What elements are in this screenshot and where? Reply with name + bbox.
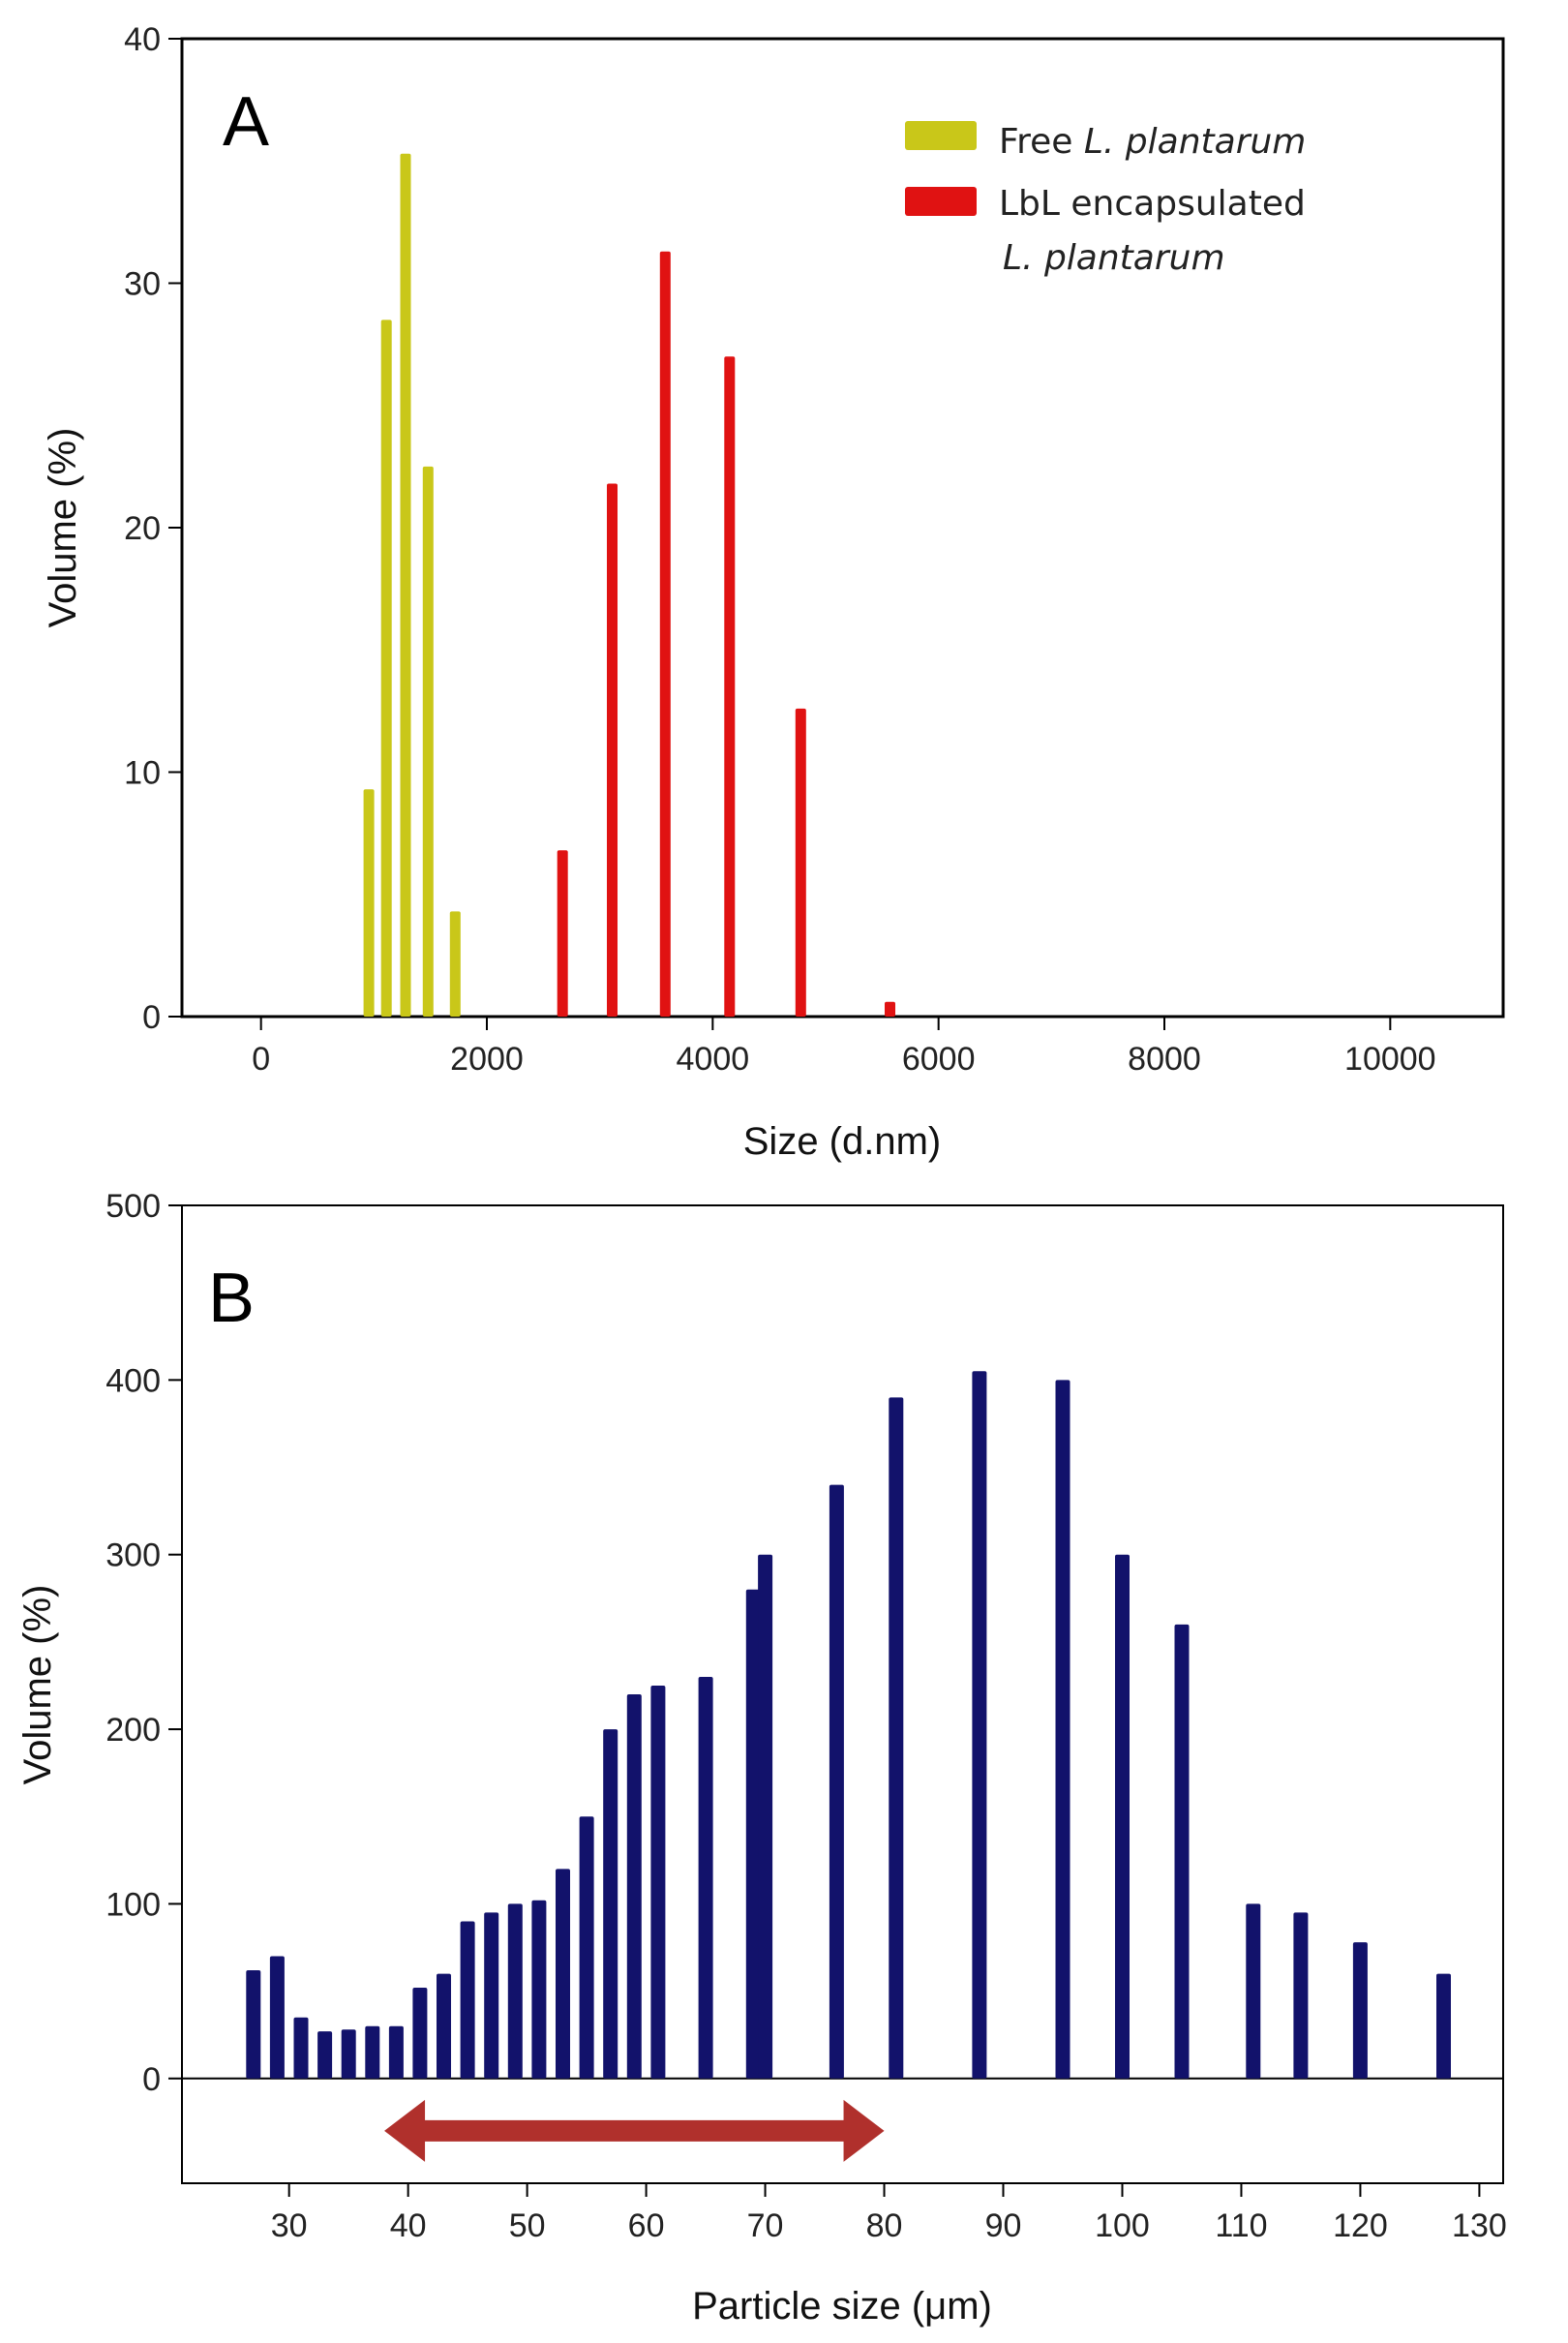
x-tick-label-1: 40	[390, 2207, 427, 2244]
x-tick-label-1: 2000	[450, 1041, 524, 1078]
x-tick-label-2: 4000	[677, 1041, 750, 1078]
y-tick-label-0: 0	[142, 999, 161, 1036]
bar-s0-4	[341, 2029, 356, 2079]
x-tick-label-0: 30	[271, 2207, 308, 2244]
x-tick-label-7: 100	[1095, 2207, 1150, 2244]
panel-b-y-ticks: 0 100 200 300 400 500	[106, 1188, 182, 2098]
x-tick-label-5: 10000	[1344, 1041, 1436, 1078]
bar-s0-4	[449, 911, 461, 1017]
bar-s0-21	[829, 1484, 844, 2079]
x-tick-label-10: 130	[1452, 2207, 1507, 2244]
panel-b-bars	[246, 1371, 1451, 2079]
panel-a-letter: A	[223, 83, 269, 161]
x-tick-label-3: 60	[628, 2207, 665, 2244]
bar-s0-26	[1174, 1624, 1190, 2079]
legend-swatch-lbl	[905, 187, 977, 216]
panel-a-y-ticks: 0 10 20 30 40	[124, 21, 182, 1036]
panel-b-y-axis-title: Volume (%)	[16, 1585, 59, 1785]
y-tick-label-2: 200	[106, 1712, 161, 1749]
bar-s0-7	[412, 1988, 428, 2079]
bar-s0-22	[889, 1397, 904, 2079]
bar-s0-3	[317, 2031, 333, 2079]
bar-s0-19	[745, 1589, 761, 2079]
x-tick-label-2: 50	[509, 2207, 546, 2244]
bar-s1-5	[885, 1001, 895, 1017]
y-tick-label-1: 10	[124, 755, 161, 792]
bar-s0-20	[758, 1554, 773, 2079]
bar-s0-2	[400, 153, 411, 1017]
panel-b-range-arrow	[384, 2099, 885, 2162]
bar-s0-25	[1115, 1554, 1130, 2079]
x-tick-label-5: 80	[866, 2207, 903, 2244]
panel-b-plot-frame	[181, 1204, 1504, 2184]
legend-swatch-free	[905, 121, 977, 150]
x-tick-label-6: 90	[985, 2207, 1022, 2244]
y-tick-label-5: 500	[106, 1188, 161, 1225]
bar-s0-5	[365, 2025, 380, 2079]
bar-s0-0	[246, 1970, 261, 2079]
bar-s0-30	[1436, 1973, 1451, 2079]
x-tick-label-9: 120	[1333, 2207, 1388, 2244]
bar-s0-1	[380, 320, 392, 1017]
bar-s0-23	[972, 1371, 987, 2079]
x-tick-label-4: 8000	[1128, 1041, 1201, 1078]
panel-a-bars	[363, 153, 895, 1018]
x-tick-label-4: 70	[747, 2207, 784, 2244]
legend-label-lbl-line1: LbL encapsulated	[999, 184, 1306, 224]
x-tick-label-8: 110	[1215, 2207, 1267, 2244]
bar-s0-6	[388, 2025, 404, 2079]
x-tick-label-0: 0	[252, 1041, 270, 1078]
y-tick-label-4: 400	[106, 1362, 161, 1399]
bar-s0-24	[1055, 1380, 1070, 2079]
range-double-arrow	[384, 2099, 885, 2162]
bar-s0-18	[698, 1677, 713, 2079]
panel-a-y-axis-title: Volume (%)	[42, 428, 84, 628]
bar-s0-0	[363, 789, 375, 1017]
panel-a-x-axis-title: Size (d.nm)	[743, 1120, 942, 1163]
bar-s0-29	[1352, 1942, 1368, 2079]
bar-s0-1	[269, 1956, 285, 2079]
bar-s0-12	[531, 1900, 547, 2079]
bar-s0-2	[293, 2017, 309, 2079]
x-tick-label-3: 6000	[902, 1041, 976, 1078]
bar-s0-9	[460, 1921, 475, 2079]
bar-s0-13	[556, 1869, 570, 2079]
bar-s0-3	[422, 466, 434, 1017]
y-tick-label-0: 0	[142, 2061, 161, 2098]
y-tick-label-3: 300	[106, 1537, 161, 1574]
bar-s1-0	[557, 850, 568, 1017]
bar-s0-17	[650, 1686, 666, 2079]
bar-s1-3	[724, 356, 736, 1018]
bar-s0-28	[1293, 1912, 1309, 2079]
bar-s1-2	[659, 251, 671, 1017]
panel-b-letter: B	[208, 1260, 255, 1337]
bar-s0-8	[437, 1973, 451, 2079]
bar-s1-1	[607, 483, 618, 1017]
bar-s0-16	[626, 1694, 642, 2079]
bar-s0-14	[579, 1816, 594, 2079]
bar-s0-10	[484, 1912, 499, 2079]
bar-s0-15	[603, 1729, 618, 2079]
legend-label-free: Free L. plantarum	[999, 122, 1306, 162]
y-tick-label-1: 100	[106, 1886, 161, 1923]
bar-s1-4	[795, 708, 806, 1017]
panel-b-chart: B 0 100 200 300 400 500 30 40 50 60 70 80 90 100 110 1…	[16, 1188, 1507, 2328]
y-tick-label-4: 40	[124, 21, 161, 58]
bar-s0-27	[1246, 1903, 1261, 2079]
bar-s0-11	[507, 1903, 523, 2079]
panel-a-legend: Free L. plantarum LbL encapsulated L. pl…	[905, 121, 1306, 278]
legend-label-lbl-line2: L. plantarum	[1003, 238, 1225, 278]
panel-b-x-ticks: 30 40 50 60 70 80 90 100 110 120 130	[271, 2183, 1507, 2244]
y-tick-label-2: 20	[124, 510, 161, 547]
panel-b-x-axis-title: Particle size (μm)	[692, 2285, 992, 2328]
y-tick-label-3: 30	[124, 266, 161, 303]
panel-a-x-ticks: 0 2000 4000 6000 8000 10000	[252, 1017, 1436, 1078]
panel-a-chart: A 0 10 20 30 40 0 2000 4000 6000 8000 10000 Size …	[42, 21, 1505, 1163]
